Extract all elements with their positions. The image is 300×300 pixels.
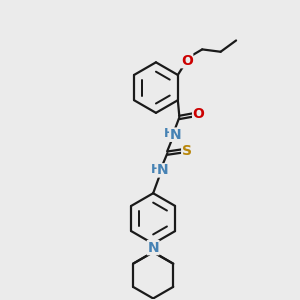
Text: H: H	[164, 127, 174, 140]
Text: H: H	[151, 163, 161, 176]
Text: N: N	[147, 241, 159, 255]
Text: O: O	[193, 107, 205, 122]
Text: N: N	[169, 128, 181, 142]
Text: O: O	[181, 54, 193, 68]
Text: N: N	[157, 164, 169, 177]
Text: S: S	[182, 144, 192, 158]
